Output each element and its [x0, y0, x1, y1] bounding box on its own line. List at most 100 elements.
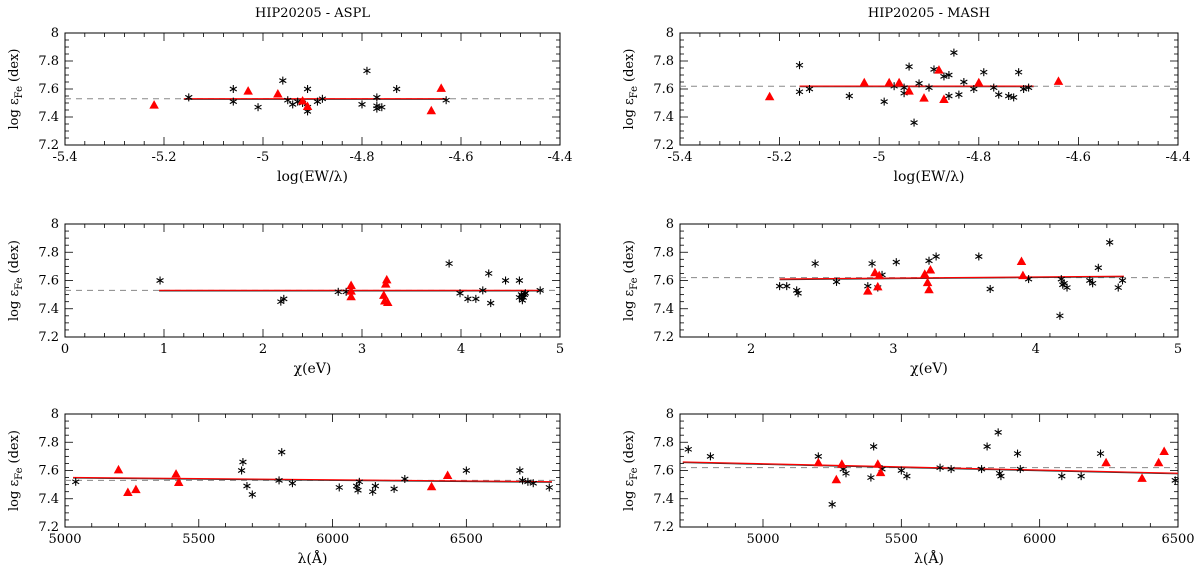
- y-tick-label: 8: [51, 217, 59, 232]
- y-axis-title-unit: (dex): [622, 49, 637, 83]
- asterisk-stroke: [288, 101, 297, 107]
- y-tick-label: 7.6: [653, 464, 674, 479]
- asterisk-stroke: [945, 93, 953, 99]
- asterisk-stroke: [905, 64, 913, 70]
- asterisk-stroke: [335, 484, 343, 490]
- x-tick-label: -4.6: [1066, 150, 1091, 165]
- data-point-fe1: [980, 68, 988, 77]
- asterisk-stroke: [484, 270, 493, 276]
- y-tick-label: 7.8: [653, 54, 674, 69]
- asterisk-stroke: [1019, 86, 1028, 92]
- data-point-fe1: [484, 269, 493, 278]
- data-point-fe2: [934, 65, 944, 74]
- data-point-fe2: [859, 77, 870, 87]
- data-point-fe1: [237, 466, 246, 475]
- panel-title: HIP20205 - MASH: [868, 6, 990, 21]
- y-tick-label: 7.6: [653, 82, 674, 97]
- asterisk-stroke: [156, 278, 164, 283]
- x-axis-title: λ(Å): [298, 549, 328, 567]
- data-point-fe1: [925, 256, 933, 265]
- y-axis-title: log εFe (dex): [7, 430, 25, 511]
- data-point-fe2: [974, 77, 984, 87]
- data-point-fe1: [363, 66, 371, 75]
- data-point-fe1: [945, 71, 953, 79]
- panel-mash-lambda: 5000 5500 6000 6500 7.2 7.4 7.6 7.8 8 λ(Å) log εFe…: [622, 407, 1195, 567]
- x-tick-label: -4.8: [349, 150, 374, 165]
- fit-line: [73, 476, 552, 483]
- plot-frame: [679, 413, 1179, 528]
- data-point-fe1: [947, 465, 955, 474]
- asterisk-stroke: [254, 104, 262, 110]
- asterisk-stroke: [279, 78, 287, 84]
- data-point-fe1: [792, 286, 801, 295]
- data-point-fe1: [373, 93, 381, 102]
- x-tick-label: -4.8: [966, 150, 991, 165]
- data-point-fe2: [919, 93, 929, 102]
- data-point-fe1: [805, 85, 814, 93]
- asterisk-stroke: [832, 279, 841, 285]
- data-point-fe1: [986, 284, 994, 293]
- asterisk-stroke: [464, 296, 472, 302]
- data-point-fe2: [426, 105, 437, 115]
- asterisk-stroke: [828, 501, 836, 507]
- data-point-fe2: [297, 95, 308, 105]
- asterisk-stroke: [997, 473, 1005, 479]
- asterisk-stroke: [486, 300, 495, 306]
- data-point-fe1: [355, 477, 364, 486]
- asterisk-stroke: [355, 479, 364, 485]
- y-axis-title-main: log ε: [7, 98, 22, 129]
- asterisk-stroke: [811, 261, 819, 267]
- y-tick-label: 7.4: [38, 492, 59, 507]
- asterisk-stroke: [932, 254, 940, 259]
- data-point-fe1: [536, 286, 544, 295]
- asterisk-stroke: [1077, 473, 1085, 479]
- data-point-fe1: [392, 85, 401, 93]
- plot-frame: [64, 223, 561, 338]
- asterisk-stroke: [462, 468, 471, 473]
- data-point-fe1: [794, 289, 802, 298]
- y-tick-label: 7.6: [38, 82, 59, 97]
- asterisk-stroke: [318, 96, 327, 102]
- data-point-fe1: [994, 90, 1003, 99]
- x-tick-label: 5: [1174, 342, 1182, 357]
- data-point-fe2: [837, 459, 847, 468]
- data-point-fe1: [795, 87, 804, 96]
- x-tick-label: -5.2: [151, 150, 176, 165]
- data-point-fe1: [1058, 472, 1066, 481]
- data-point-fe1: [464, 294, 472, 303]
- asterisk-stroke: [845, 93, 854, 99]
- y-tick-label: 7.2: [38, 520, 59, 535]
- asterisk-stroke: [1094, 265, 1103, 271]
- data-point-fe2: [1153, 457, 1164, 467]
- y-tick-label: 7.6: [38, 274, 59, 289]
- y-tick-label: 7.2: [38, 330, 59, 345]
- data-point-fe1: [1056, 311, 1064, 320]
- asterisk-stroke: [373, 106, 381, 112]
- asterisk-stroke: [986, 286, 994, 292]
- data-point-fe1: [371, 482, 380, 491]
- y-axis-title-unit: (dex): [622, 430, 637, 464]
- asterisk-stroke: [378, 104, 386, 110]
- data-point-fe2: [426, 481, 437, 491]
- x-tick-label: -4.4: [547, 150, 572, 165]
- data-point-fe1: [990, 83, 998, 92]
- data-point-fe1: [518, 476, 527, 485]
- data-point-fe1: [277, 448, 286, 457]
- data-point-fe2: [813, 457, 824, 467]
- x-axis-title: λ(Å): [914, 549, 944, 567]
- asterisk-stroke: [1016, 466, 1025, 472]
- y-axis-title-unit: (dex): [7, 430, 22, 464]
- asterisk-stroke: [518, 477, 527, 483]
- asterisk-stroke: [229, 86, 238, 92]
- data-point-fe2: [925, 264, 936, 274]
- asterisk-stroke: [1004, 93, 1013, 99]
- asterisk-stroke: [994, 92, 1003, 98]
- x-tick-label: 1: [160, 342, 168, 357]
- asterisk-stroke: [842, 470, 850, 476]
- asterisk-stroke: [925, 258, 933, 264]
- data-point-fe1: [1024, 83, 1033, 92]
- asterisk-stroke: [900, 85, 908, 91]
- asterisk-stroke: [352, 483, 361, 489]
- fit-line-dark: [73, 478, 552, 483]
- asterisk-stroke: [684, 446, 693, 452]
